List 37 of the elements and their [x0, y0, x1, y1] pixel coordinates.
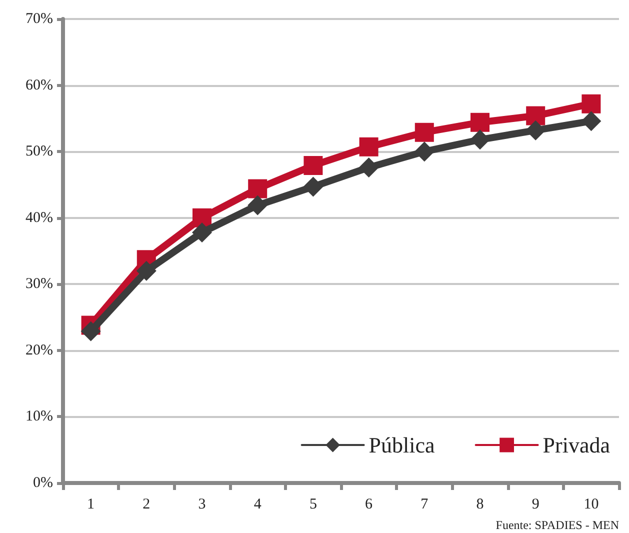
x-tick-label: 6 — [365, 496, 374, 512]
y-tick-label: 40% — [26, 210, 53, 226]
point — [526, 106, 546, 126]
x-tick-label: 2 — [142, 496, 150, 512]
y-tick-label: 10% — [26, 408, 53, 425]
x-tick-label: 10 — [584, 496, 599, 512]
y-tick-label: 60% — [26, 77, 53, 94]
point — [304, 156, 323, 175]
point — [248, 195, 268, 216]
y-tick-label: 50% — [26, 144, 53, 160]
x-tick-label: 9 — [532, 496, 540, 512]
point — [470, 130, 490, 150]
point — [248, 179, 268, 198]
source-note: Fuente: SPADIES - MEN — [496, 518, 620, 532]
legend-label: Privada — [542, 432, 610, 458]
point — [136, 260, 156, 281]
y-tick-label: 70% — [26, 11, 53, 27]
y-tick-label: 30% — [26, 276, 53, 292]
x-tick-label: 1 — [87, 496, 95, 512]
point — [414, 122, 434, 142]
x-tick-label: 8 — [476, 496, 484, 512]
point — [582, 94, 601, 114]
legend-label: Pública — [368, 432, 436, 458]
point — [414, 142, 434, 162]
point — [80, 321, 101, 342]
x-tick-label: 4 — [254, 496, 262, 512]
x-tick-label: 7 — [420, 496, 429, 512]
point — [470, 112, 490, 132]
x-tick-label: 3 — [198, 496, 206, 512]
y-tick-label: 0% — [33, 475, 53, 491]
x-tick-label: 5 — [309, 496, 317, 512]
y-tick-label: 20% — [26, 342, 53, 358]
point — [359, 137, 378, 156]
point — [581, 111, 602, 132]
point — [192, 222, 212, 242]
point — [358, 157, 379, 178]
point — [303, 176, 324, 197]
